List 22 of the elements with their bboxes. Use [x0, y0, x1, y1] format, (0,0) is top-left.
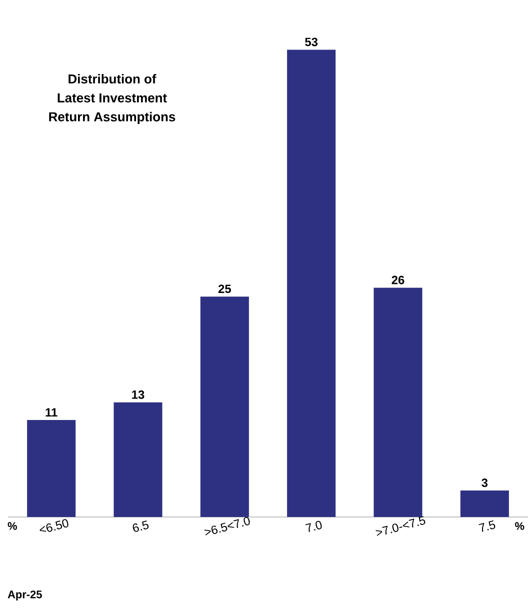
data-label: 13 — [132, 390, 144, 399]
data-label: 53 — [305, 38, 318, 46]
bar — [374, 288, 422, 517]
x-tick-label: >6.5<7.0 — [204, 516, 250, 536]
text: % — [8, 522, 17, 530]
text: Apr-25 — [8, 590, 42, 600]
x-tick-label: 7.5 — [478, 520, 496, 532]
data-label: 26 — [392, 276, 404, 284]
data-label: 11 — [46, 408, 58, 416]
data-label: 3 — [482, 478, 488, 488]
bar — [200, 296, 249, 517]
x-tick-label: 6.5 — [132, 520, 149, 532]
x-tick-label: 7.0 — [305, 520, 322, 532]
text: Distribution of Latest Investment Return Assumptions — [49, 74, 176, 124]
text: % — [515, 522, 524, 530]
x-tick-label: >7.0-<7.5 — [376, 516, 426, 536]
x-tick-label: <6.50 — [40, 519, 68, 532]
data-label: 25 — [218, 284, 231, 294]
bar — [114, 402, 162, 517]
bar — [460, 490, 509, 517]
bar — [287, 50, 336, 517]
bar — [27, 420, 76, 517]
